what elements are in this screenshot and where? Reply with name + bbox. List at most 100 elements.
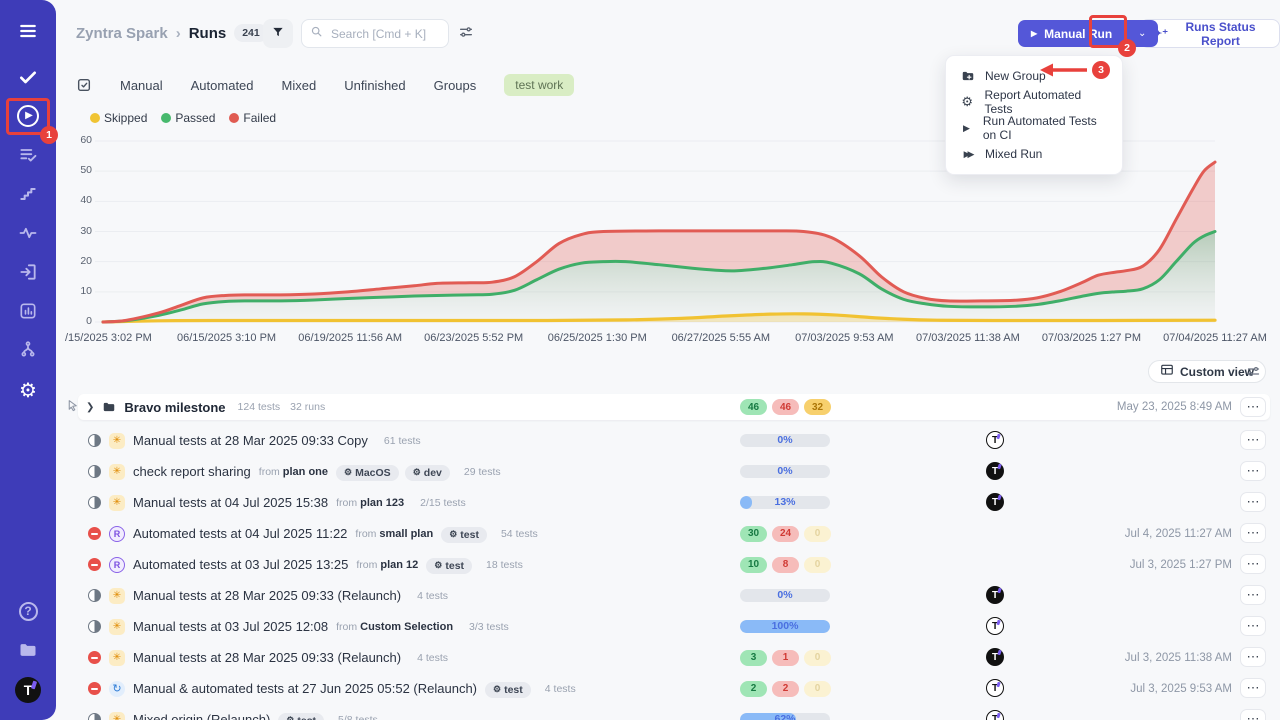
breadcrumb-separator: ›: [175, 24, 181, 42]
assignee-avatar[interactable]: T: [986, 710, 1004, 720]
more-actions-button[interactable]: ⋯: [1240, 585, 1266, 605]
view-settings-icon[interactable]: [1246, 364, 1261, 384]
origin-icon: ✳: [109, 711, 125, 720]
more-actions-button[interactable]: ⋯: [1240, 430, 1266, 450]
origin-icon: ✳: [109, 432, 125, 449]
play-circle-icon[interactable]: ▶: [0, 101, 56, 131]
tab-unfinished[interactable]: Unfinished: [344, 77, 406, 93]
steps-icon[interactable]: [0, 179, 56, 209]
run-metric: 62%: [740, 704, 830, 720]
more-actions-button[interactable]: ⋯: [1240, 709, 1266, 720]
y-tick-label: 30: [80, 224, 92, 237]
pulse-icon[interactable]: [0, 218, 56, 248]
more-actions-button[interactable]: ⋯: [1240, 616, 1266, 636]
group-result-badges: 46 46 32: [740, 394, 831, 420]
assignee-avatar[interactable]: T: [986, 679, 1004, 697]
folder-icon[interactable]: [0, 635, 56, 665]
assignee-avatar[interactable]: T: [986, 617, 1004, 635]
group-date: May 23, 2025 8:49 AM: [1116, 401, 1232, 413]
check-icon[interactable]: [0, 62, 56, 92]
menu-item-label: New Group: [985, 69, 1046, 83]
new-group-icon: [960, 69, 975, 83]
assignee-avatar[interactable]: T: [986, 586, 1004, 604]
x-tick-label: 06/23/2025 5:52 PM: [424, 332, 524, 344]
env-tag: ⚙test: [278, 712, 325, 720]
run-row[interactable]: R Automated tests at 04 Jul 2025 11:22 f…: [60, 518, 1280, 549]
manual-run-button[interactable]: ▶ Manual Run: [1018, 20, 1126, 47]
custom-view-button[interactable]: Custom view: [1148, 360, 1267, 383]
run-row[interactable]: ✳ Mixed origin (Relaunch) ⚙test 5/8 test…: [60, 704, 1280, 720]
chart-legend: Skipped Passed Failed: [90, 111, 276, 125]
run-metric: 13%: [740, 487, 830, 518]
menu-item-label: Run Automated Tests on CI: [982, 114, 1097, 142]
run-from-plan: from Custom Selection: [336, 620, 454, 633]
play-icon: ▶: [962, 122, 970, 133]
more-actions-button[interactable]: ⋯: [1240, 678, 1266, 698]
failed-dot: [229, 113, 240, 123]
menu-item-new-group[interactable]: New Group: [946, 63, 1122, 89]
assignee-avatar[interactable]: T: [986, 431, 1004, 449]
run-date: Jul 3, 2025 9:53 AM: [1130, 682, 1232, 695]
filter-button[interactable]: [263, 19, 293, 48]
menu-item-mixed-run[interactable]: ▶▶ Mixed Run: [946, 141, 1122, 167]
skipped-dot: [90, 113, 100, 123]
checklist-icon[interactable]: [0, 140, 56, 170]
tab-automated[interactable]: Automated: [190, 77, 254, 93]
sign-in-icon[interactable]: [0, 257, 56, 287]
menu-item-run-automated-tests-ci[interactable]: ▶ Run Automated Tests on CI: [946, 114, 1122, 142]
tab-groups[interactable]: Groups: [433, 77, 477, 93]
run-row-left: ✳ Manual tests at 03 Jul 2025 12:08 from…: [88, 611, 509, 642]
run-row[interactable]: ✳ Manual tests at 28 Mar 2025 09:33 Copy…: [60, 425, 1280, 456]
run-metric: 0%: [740, 456, 830, 487]
run-metric: 0%: [740, 425, 830, 456]
assignee-avatar[interactable]: T: [986, 462, 1004, 480]
user-avatar[interactable]: T: [0, 675, 56, 705]
more-actions-button[interactable]: ⋯: [1240, 523, 1266, 543]
chart-x-axis: /15/2025 3:02 PM 06/15/2025 3:10 PM 06/19/…: [0, 332, 1280, 346]
gear-icon[interactable]: ⚙: [19, 379, 37, 402]
legend-failed: Failed: [229, 111, 276, 125]
status-icon: [88, 558, 101, 571]
failed-badge: 8: [772, 556, 799, 573]
select-all-icon[interactable]: [76, 77, 92, 93]
menu-item-report-automated-tests[interactable]: ⚙ Report Automated Tests: [946, 88, 1122, 116]
run-metric: 30 24 0: [740, 518, 831, 549]
more-actions-button[interactable]: ⋯: [1240, 647, 1266, 667]
group-row-bravo-milestone[interactable]: ❯ Bravo milestone 124 tests 32 runs 46 4…: [78, 394, 1270, 420]
branch-icon[interactable]: [0, 335, 56, 365]
search-input[interactable]: [329, 25, 440, 42]
assignee-avatar[interactable]: T: [986, 648, 1004, 666]
run-row[interactable]: ✳ Manual tests at 28 Mar 2025 09:33 (Rel…: [60, 642, 1280, 673]
run-row[interactable]: ✳ check report sharing from plan one ⚙ Mac…: [60, 456, 1280, 487]
menu-icon[interactable]: [0, 16, 56, 46]
run-row-left: R Automated tests at 03 Jul 2025 13:25 f…: [88, 549, 523, 580]
breadcrumb-project[interactable]: Zyntra Spark: [76, 24, 168, 42]
tag-filter-badge[interactable]: test work: [504, 74, 575, 96]
origin-icon: ✳: [109, 649, 125, 666]
assignee-avatar[interactable]: T: [986, 493, 1004, 511]
bar-chart-icon[interactable]: [0, 296, 56, 326]
status-icon: [88, 496, 101, 509]
progress-label: 62%: [774, 713, 796, 720]
run-row[interactable]: R Automated tests at 03 Jul 2025 13:25 f…: [60, 549, 1280, 580]
runs-status-report-button[interactable]: ✦⁺ Runs Status Report: [1140, 19, 1280, 48]
run-row[interactable]: ✳ Manual tests at 28 Mar 2025 09:33 (Rel…: [60, 580, 1280, 611]
run-row[interactable]: ↻ Manual & automated tests at 27 Jun 202…: [60, 673, 1280, 704]
more-actions-button[interactable]: ⋯: [1240, 397, 1266, 417]
passed-badge: 10: [740, 556, 767, 573]
filter-sliders-icon[interactable]: [458, 24, 474, 45]
run-row[interactable]: ✳ Manual tests at 03 Jul 2025 12:08 from…: [60, 611, 1280, 642]
x-tick-label: 07/04/2025 11:27 AM: [1163, 332, 1267, 344]
run-title: Automated tests at 04 Jul 2025 11:22: [133, 526, 348, 541]
tab-mixed[interactable]: Mixed: [281, 77, 317, 93]
tab-manual[interactable]: Manual: [120, 77, 163, 93]
help-icon[interactable]: ?: [0, 596, 56, 626]
run-row[interactable]: ✳ Manual tests at 04 Jul 2025 15:38 from…: [60, 487, 1280, 518]
run-title: check report sharing: [133, 464, 251, 479]
progress-fill: [740, 496, 752, 509]
more-actions-button[interactable]: ⋯: [1240, 554, 1266, 574]
run-row-left: R Automated tests at 04 Jul 2025 11:22 f…: [88, 518, 538, 549]
more-actions-button[interactable]: ⋯: [1240, 492, 1266, 512]
expand-chevron-icon[interactable]: ❯: [86, 401, 95, 413]
more-actions-button[interactable]: ⋯: [1240, 461, 1266, 481]
